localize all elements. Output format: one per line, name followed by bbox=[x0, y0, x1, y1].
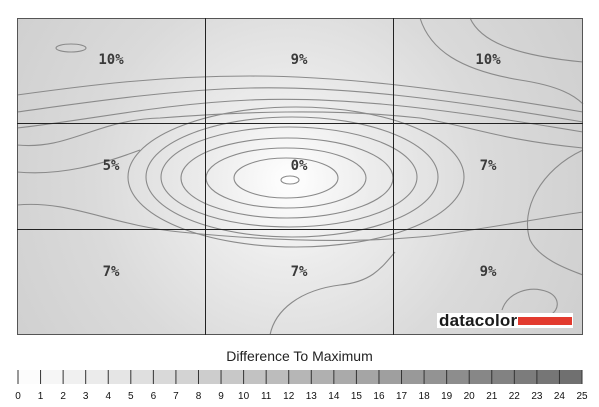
scale-step bbox=[243, 370, 267, 384]
scale-step bbox=[559, 370, 582, 384]
cell-label: 7% bbox=[103, 264, 120, 280]
scale-tick-label: 11 bbox=[261, 391, 272, 402]
scale-tick-label: 12 bbox=[283, 391, 295, 402]
scale-tick-label: 9 bbox=[218, 391, 224, 402]
scale-step bbox=[175, 370, 199, 384]
scale-tick-label: 16 bbox=[373, 391, 385, 402]
scale-tick-label: 1 bbox=[38, 391, 44, 402]
scale-step bbox=[536, 370, 560, 384]
cell-label: 7% bbox=[480, 158, 497, 174]
scale-tick-label: 14 bbox=[328, 391, 340, 402]
datacolor-logo: datacolor bbox=[437, 311, 573, 330]
scale-step bbox=[356, 370, 379, 384]
scale-tick-label: 23 bbox=[531, 391, 543, 402]
scale-step bbox=[130, 370, 154, 384]
scale-tick-label: 8 bbox=[196, 391, 202, 402]
scale-step bbox=[469, 370, 492, 384]
scale-ticks: 0 1 2 3 4 5 6 7 8 9 10 11 12 13 14 15 16 17 18 19 20 21 22 23 24… bbox=[15, 370, 588, 402]
scale-step bbox=[311, 370, 334, 384]
scale-tick-label: 15 bbox=[351, 391, 363, 402]
cell-label: 5% bbox=[103, 158, 120, 174]
scale-tick-label: 4 bbox=[105, 391, 111, 402]
color-scale: 0 1 2 3 4 5 6 7 8 9 10 11 12 13 14 15 16 17 18 19 20 21 22 23 24… bbox=[15, 370, 588, 402]
scale-tick-label: 3 bbox=[83, 391, 89, 402]
scale-tick-label: 25 bbox=[576, 391, 588, 402]
scale-tick-label: 13 bbox=[306, 391, 318, 402]
scale-step bbox=[221, 370, 244, 384]
scale-tick-label: 18 bbox=[419, 391, 431, 402]
scale-tick-label: 5 bbox=[128, 391, 134, 402]
scale-tick-label: 19 bbox=[441, 391, 453, 402]
cell-label: 0% bbox=[291, 158, 308, 174]
logo-text: datacolor bbox=[439, 311, 518, 330]
scale-step bbox=[446, 370, 470, 384]
scale-step bbox=[18, 370, 41, 384]
scale-step bbox=[401, 370, 425, 384]
contour-lines bbox=[16, 17, 584, 336]
cell-label: 10% bbox=[475, 52, 501, 68]
cell-label: 9% bbox=[480, 264, 497, 280]
scale-tick-label: 20 bbox=[464, 391, 476, 402]
scale-title: Difference To Maximum bbox=[226, 348, 373, 364]
scale-step bbox=[85, 370, 109, 384]
scale-step bbox=[333, 370, 357, 384]
grid-lines bbox=[17, 18, 583, 335]
scale-tick-label: 10 bbox=[238, 391, 250, 402]
cell-label: 9% bbox=[291, 52, 308, 68]
scale-step bbox=[514, 370, 537, 384]
cell-label: 10% bbox=[98, 52, 124, 68]
cell-labels: 10% 9% 10% 5% 0% 7% 7% 7% 9% bbox=[98, 52, 501, 280]
scale-step bbox=[108, 370, 131, 384]
scale-step bbox=[491, 370, 515, 384]
scale-step bbox=[378, 370, 402, 384]
scale-step bbox=[288, 370, 312, 384]
scale-steps bbox=[18, 370, 582, 384]
scale-tick-label: 21 bbox=[486, 391, 498, 402]
scale-step bbox=[63, 370, 86, 384]
scale-tick-label: 7 bbox=[173, 391, 179, 402]
scale-tick-label: 24 bbox=[554, 391, 566, 402]
scale-step bbox=[40, 370, 64, 384]
scale-tick-label: 22 bbox=[509, 391, 521, 402]
cell-label: 7% bbox=[291, 264, 308, 280]
uniformity-plot: 10% 9% 10% 5% 0% 7% 7% 7% 9% datacolor bbox=[16, 17, 584, 336]
scale-tick-label: 0 bbox=[15, 391, 21, 402]
scale-tick-label: 2 bbox=[60, 391, 66, 402]
scale-step bbox=[424, 370, 447, 384]
scale-tick-label: 6 bbox=[151, 391, 157, 402]
scale-step bbox=[153, 370, 176, 384]
plot-background bbox=[17, 18, 583, 335]
logo-accent-bar bbox=[518, 317, 572, 325]
scale-step bbox=[198, 370, 222, 384]
scale-tick-label: 17 bbox=[396, 391, 408, 402]
scale-step bbox=[266, 370, 289, 384]
